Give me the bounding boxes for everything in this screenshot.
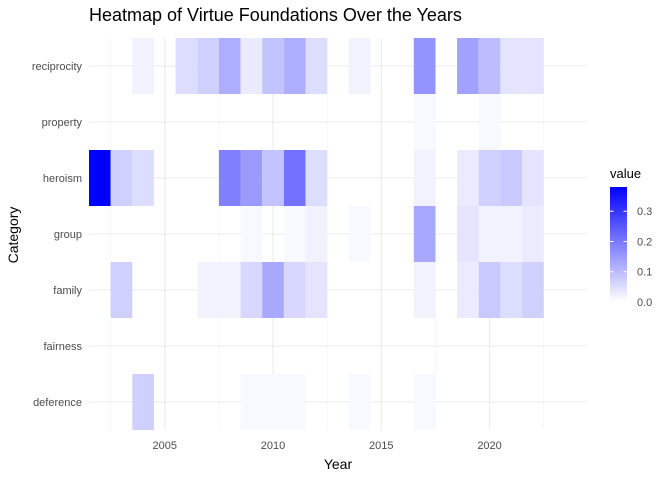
y-tick-label-family: family [53, 285, 82, 297]
heatmap-cell-reciprocity-2004 [132, 38, 154, 94]
heatmap-cell-heroism-2020 [478, 150, 501, 206]
heatmap-cell-property-2017 [413, 94, 436, 150]
heatmap-cell-reciprocity-2008 [218, 38, 241, 94]
heatmap-cell-reciprocity-2019 [457, 38, 479, 94]
heatmap-cell-family-2010 [262, 262, 284, 318]
x-tick-label-2010: 2010 [261, 440, 285, 452]
heatmap-cell-heroism-2011 [283, 150, 306, 206]
heatmap-cell-property-2020 [478, 94, 501, 150]
heatmap-cell-heroism-2010 [262, 150, 284, 206]
heatmap-cell-deference-2017 [413, 374, 436, 430]
x-axis-title: Year [324, 456, 353, 472]
heatmap-cell-reciprocity-2022 [522, 38, 544, 94]
heatmap-cell-group-2017 [413, 206, 436, 262]
heatmap-cell-family-2003 [110, 262, 133, 318]
heatmap-cell-group-2014 [348, 206, 371, 262]
heatmap-cell-deference-2004 [132, 374, 154, 430]
heatmap-cell-heroism-2004 [132, 150, 154, 206]
heatmap-cell-heroism-2017 [413, 150, 436, 206]
x-tick-label-2005: 2005 [153, 440, 177, 452]
heatmap-cell-heroism-2002 [89, 150, 111, 206]
heatmap-cell-heroism-2021 [500, 150, 523, 206]
legend-tick-label: 0.2 [637, 236, 652, 248]
heatmap-cell-heroism-2009 [240, 150, 263, 206]
y-tick-label-property: property [42, 117, 83, 129]
legend-tick-labels: 0.0 0.1 0.2 0.3 [610, 206, 652, 309]
color-legend: value 0.0 0.1 0.2 0.3 [610, 166, 652, 309]
heatmap-cell-reciprocity-2014 [348, 38, 371, 94]
heatmap-cell-group-2019 [457, 206, 479, 262]
heatmap-cell-heroism-2019 [457, 150, 479, 206]
heatmap-cell-deference-2010 [262, 374, 284, 430]
heatmap-cell-group-2022 [522, 206, 544, 262]
heatmap-cell-reciprocity-2012 [305, 38, 328, 94]
legend-tick-label: 0.0 [637, 297, 652, 309]
heatmap-cell-group-2020 [478, 206, 501, 262]
heatmap-cell-reciprocity-2007 [197, 38, 219, 94]
heatmap-cell-group-2021 [500, 206, 523, 262]
x-tick-labels: 2005 2010 2015 2020 [153, 440, 502, 452]
heatmap-cell-family-2008 [218, 262, 241, 318]
heatmap-cell-family-2019 [457, 262, 479, 318]
y-tick-label-reciprocity: reciprocity [32, 61, 83, 73]
heatmap-cell-heroism-2003 [110, 150, 133, 206]
y-axis-title: Category [5, 207, 21, 264]
heatmap-cell-group-2011 [283, 206, 306, 262]
legend-colorbar [610, 187, 627, 302]
heatmap-cell-deference-2014 [348, 374, 371, 430]
heatmap-cell-family-2022 [522, 262, 544, 318]
heatmap-cell-family-2011 [283, 262, 306, 318]
heatmap-cell-heroism-2012 [305, 150, 328, 206]
legend-tick-label: 0.3 [637, 206, 652, 218]
heatmap-cell-heroism-2008 [218, 150, 241, 206]
heatmap-cell-group-2009 [240, 206, 263, 262]
heatmap-cell-family-2007 [197, 262, 219, 318]
heatmap-cell-reciprocity-2020 [478, 38, 501, 94]
heatmap-cell-reciprocity-2010 [262, 38, 284, 94]
heatmap-cell-family-2021 [500, 262, 523, 318]
heatmap-cell-reciprocity-2009 [240, 38, 263, 94]
heatmap-cell-reciprocity-2011 [283, 38, 306, 94]
x-tick-label-2015: 2015 [369, 440, 393, 452]
heatmap-cell-deference-2011 [283, 374, 306, 430]
y-tick-label-deference: deference [33, 397, 82, 409]
heatmap-cells [89, 38, 544, 430]
heatmap-cell-family-2009 [240, 262, 263, 318]
y-tick-labels: deference fairness family group heroism prope… [32, 61, 83, 409]
chart-title: Heatmap of Virtue Foundations Over the Y… [89, 5, 462, 25]
heatmap-cell-reciprocity-2021 [500, 38, 523, 94]
heatmap-cell-group-2012 [305, 206, 328, 262]
heatmap-cell-family-2017 [413, 262, 436, 318]
heatmap-cell-reciprocity-2017 [413, 38, 436, 94]
x-tick-label-2020: 2020 [477, 440, 501, 452]
heatmap-cell-deference-2009 [240, 374, 263, 430]
heatmap-cell-heroism-2022 [522, 150, 544, 206]
legend-title: value [610, 166, 641, 181]
legend-tick-label: 0.1 [637, 267, 652, 279]
heatmap-cell-family-2020 [478, 262, 501, 318]
y-tick-label-group: group [54, 229, 82, 241]
y-tick-label-fairness: fairness [43, 341, 82, 353]
heatmap-cell-family-2012 [305, 262, 328, 318]
heatmap-cell-reciprocity-2006 [175, 38, 198, 94]
y-tick-label-heroism: heroism [43, 173, 82, 185]
